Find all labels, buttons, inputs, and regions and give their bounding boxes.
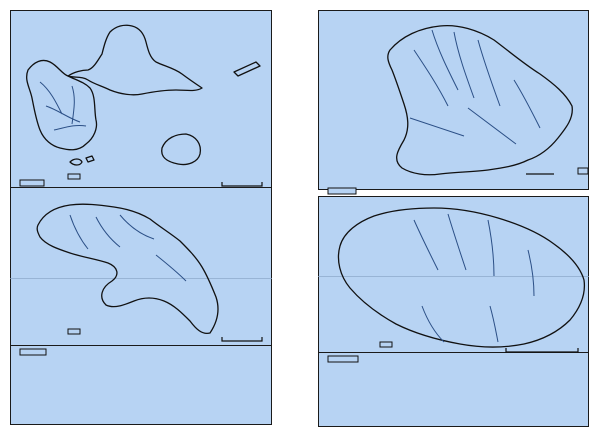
inset-box-reunion — [379, 341, 393, 348]
rivers-reunion — [413, 213, 535, 343]
map-reunion — [327, 207, 586, 363]
legend-box-guadeloupe — [19, 179, 45, 187]
scale-bar-martinique — [221, 337, 263, 342]
coastline-martinique — [36, 203, 219, 335]
coastline-french-guiana — [387, 24, 573, 176]
inset-box-martinique — [67, 328, 81, 335]
legend-box-french-guiana — [327, 187, 357, 195]
panel-left-bottom — [10, 345, 272, 425]
inset-box-french-guiana — [577, 167, 589, 175]
map-french-guiana — [327, 24, 589, 195]
panel-right-bottom — [318, 352, 589, 427]
legend-box-reunion — [327, 355, 359, 363]
coastline-desirade — [233, 61, 261, 77]
legend-box-martinique — [19, 348, 47, 356]
panel-seam-left — [10, 278, 272, 279]
coastline-reunion — [337, 207, 586, 348]
panel-seam-right — [318, 276, 589, 277]
map-martinique — [19, 203, 263, 356]
inset-box-guadeloupe — [67, 173, 81, 180]
scale-bar-reunion — [505, 348, 579, 353]
scale-bar-guadeloupe — [221, 182, 263, 187]
rivers-martinique — [69, 214, 187, 282]
rivers-guadeloupe — [39, 81, 87, 131]
map-guadeloupe — [19, 24, 263, 187]
coastline-grande-terre — [67, 24, 203, 96]
coastline-basse-terre — [26, 59, 98, 151]
coastline-marie-galante — [161, 133, 202, 166]
panel-guadeloupe — [10, 10, 272, 190]
rivers-french-guiana — [409, 29, 541, 145]
coastline-les-saintes — [69, 155, 95, 166]
